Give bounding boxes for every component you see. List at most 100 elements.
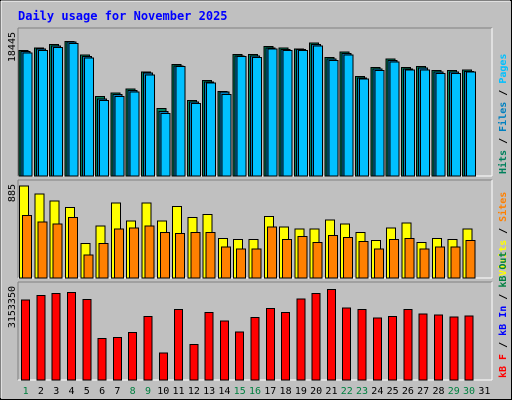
bar-pages-day-17 bbox=[267, 48, 278, 177]
bar-pages-day-5 bbox=[83, 57, 94, 177]
panel-top-max-label: 18445 bbox=[7, 32, 18, 62]
bar-sites-day-4 bbox=[68, 217, 79, 279]
x-tick-day-10: 10 bbox=[157, 386, 169, 397]
x-tick-day-24: 24 bbox=[371, 386, 383, 397]
legend-entry: / bbox=[498, 222, 509, 240]
bar-kb-f-day-19 bbox=[296, 298, 306, 381]
legend-entry: Pages bbox=[498, 54, 509, 84]
x-tick-day-3: 3 bbox=[53, 386, 59, 397]
bar-pages-day-14 bbox=[221, 93, 232, 177]
x-tick-day-15: 15 bbox=[234, 386, 246, 397]
bar-kb-f-day-7 bbox=[112, 336, 122, 381]
bar-pages-day-22 bbox=[343, 54, 354, 177]
bar-kb-f-day-24 bbox=[372, 317, 382, 381]
bar-kb-f-day-12 bbox=[189, 343, 199, 381]
bar-sites-day-19 bbox=[297, 235, 308, 279]
chart-title: Daily usage for November 2025 bbox=[18, 9, 228, 23]
bar-pages-day-1 bbox=[22, 52, 33, 177]
panel-mid-max-label: 885 bbox=[7, 184, 18, 202]
bar-pages-day-18 bbox=[282, 50, 293, 177]
x-tick-day-4: 4 bbox=[69, 386, 75, 397]
bar-pages-day-30 bbox=[466, 71, 477, 177]
bar-kb-f-day-5 bbox=[82, 298, 92, 381]
legend-entry: kB F bbox=[498, 354, 509, 378]
bar-sites-day-23 bbox=[358, 241, 369, 279]
legend-entry: kB Out bbox=[498, 252, 509, 288]
bar-kb-f-day-9 bbox=[143, 316, 153, 381]
legend-entry: Files bbox=[497, 102, 509, 132]
panel-bot-legend: kB F / kB In / kB Out bbox=[498, 252, 509, 378]
bar-kb-f-day-4 bbox=[67, 291, 77, 381]
bar-kb-f-day-2 bbox=[36, 294, 46, 381]
bar-pages-day-2 bbox=[37, 50, 48, 177]
x-tick-day-21: 21 bbox=[325, 386, 337, 397]
bar-sites-day-14 bbox=[220, 246, 231, 279]
x-tick-day-6: 6 bbox=[99, 386, 105, 397]
bar-kb-f-day-21 bbox=[326, 289, 336, 381]
bar-sites-day-22 bbox=[343, 236, 354, 279]
x-tick-day-30: 30 bbox=[463, 386, 475, 397]
legend-entry: / bbox=[498, 288, 509, 306]
x-tick-day-26: 26 bbox=[402, 386, 414, 397]
x-tick-day-25: 25 bbox=[387, 386, 399, 397]
bar-sites-day-21 bbox=[327, 234, 338, 279]
x-tick-day-13: 13 bbox=[203, 386, 215, 397]
x-tick-day-31: 31 bbox=[478, 386, 490, 397]
bar-kb-f-day-16 bbox=[250, 316, 260, 381]
bar-sites-day-16 bbox=[251, 248, 262, 279]
bar-sites-day-13 bbox=[205, 231, 216, 279]
bar-pages-day-29 bbox=[450, 73, 461, 177]
x-tick-day-23: 23 bbox=[356, 386, 368, 397]
bar-sites-day-12 bbox=[190, 231, 201, 279]
bar-kb-f-day-1 bbox=[21, 299, 31, 381]
bar-kb-f-day-3 bbox=[51, 293, 61, 381]
x-tick-day-8: 8 bbox=[130, 386, 136, 397]
bar-pages-day-23 bbox=[359, 78, 370, 177]
legend-entry: / bbox=[498, 336, 509, 354]
bar-kb-f-day-11 bbox=[174, 308, 184, 381]
legend-entry: / bbox=[498, 84, 509, 102]
bar-pages-day-10 bbox=[160, 113, 171, 177]
bar-pages-day-4 bbox=[68, 43, 79, 177]
x-tick-day-18: 18 bbox=[280, 386, 292, 397]
x-tick-day-28: 28 bbox=[432, 386, 444, 397]
bar-kb-f-day-13 bbox=[204, 311, 214, 381]
bar-pages-day-3 bbox=[53, 46, 64, 177]
bar-sites-day-29 bbox=[450, 246, 461, 279]
bar-sites-day-27 bbox=[419, 248, 430, 279]
legend-entry: Sites bbox=[497, 192, 509, 222]
panel-mid-legend: Visits / Sites bbox=[497, 192, 509, 276]
bar-pages-day-24 bbox=[374, 70, 385, 177]
bar-kb-f-day-15 bbox=[235, 331, 245, 381]
bar-sites-day-2 bbox=[37, 221, 48, 279]
bar-kb-f-day-23 bbox=[357, 309, 367, 381]
x-tick-day-29: 29 bbox=[448, 386, 460, 397]
bar-pages-day-26 bbox=[404, 69, 415, 177]
x-tick-day-17: 17 bbox=[264, 386, 276, 397]
bar-sites-day-6 bbox=[98, 243, 109, 279]
bar-sites-day-24 bbox=[373, 248, 384, 279]
bar-sites-day-10 bbox=[159, 231, 170, 279]
panel-top-legend: Hits / Files / Pages bbox=[497, 54, 509, 174]
bar-sites-day-26 bbox=[404, 237, 415, 279]
x-tick-day-11: 11 bbox=[173, 386, 185, 397]
bar-kb-f-day-29 bbox=[449, 316, 459, 381]
x-tick-day-16: 16 bbox=[249, 386, 261, 397]
bar-pages-day-9 bbox=[144, 74, 155, 177]
bar-sites-day-3 bbox=[52, 223, 63, 279]
x-tick-day-12: 12 bbox=[188, 386, 200, 397]
bar-pages-day-11 bbox=[175, 66, 186, 177]
bar-kb-f-day-10 bbox=[158, 352, 168, 381]
bar-pages-day-6 bbox=[99, 100, 110, 177]
bar-sites-day-5 bbox=[83, 254, 94, 279]
bar-sites-day-8 bbox=[129, 227, 140, 279]
bar-kb-f-day-25 bbox=[388, 315, 398, 381]
x-tick-day-9: 9 bbox=[145, 386, 151, 397]
bar-kb-f-day-27 bbox=[418, 313, 428, 381]
x-tick-day-7: 7 bbox=[114, 386, 120, 397]
bar-kb-f-day-20 bbox=[311, 293, 321, 381]
legend-entry: / bbox=[498, 132, 509, 150]
bar-kb-f-day-26 bbox=[403, 308, 413, 381]
panel-bot-max-label: 3153350 bbox=[7, 286, 18, 328]
